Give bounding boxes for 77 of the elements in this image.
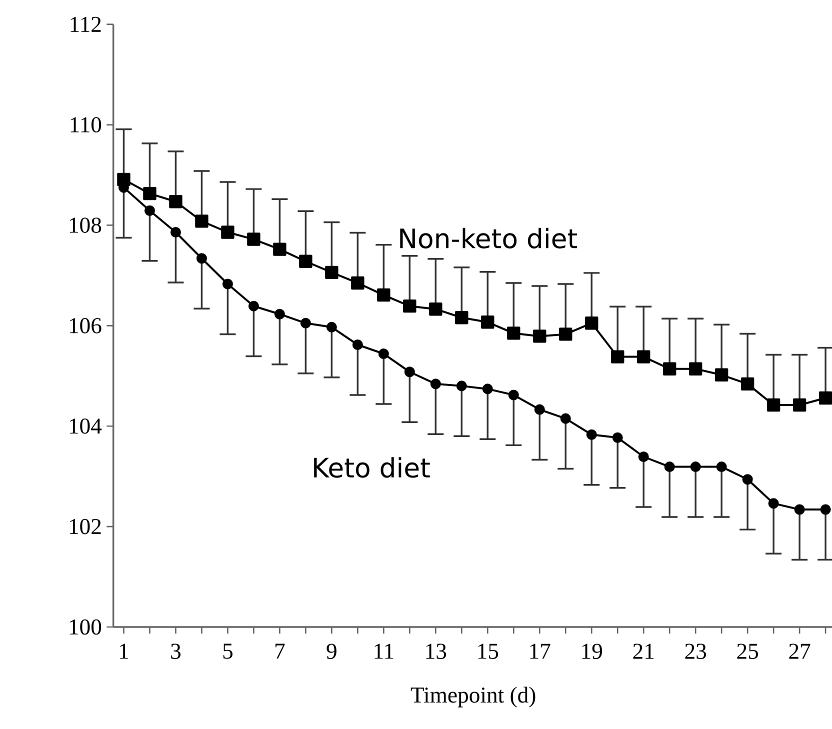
point bbox=[507, 326, 520, 340]
y-tick-label: 104 bbox=[70, 418, 102, 434]
point bbox=[326, 322, 337, 332]
point bbox=[820, 504, 831, 515]
point bbox=[688, 362, 702, 376]
point bbox=[482, 384, 493, 394]
point bbox=[352, 339, 363, 350]
point bbox=[430, 378, 441, 390]
y-tick-label: 100 bbox=[70, 619, 102, 635]
x-axis-title: Timepoint (d) bbox=[410, 686, 536, 708]
point bbox=[690, 462, 701, 472]
x-tick-label: 11 bbox=[374, 644, 394, 659]
point bbox=[586, 429, 597, 440]
point bbox=[638, 451, 649, 462]
point bbox=[559, 328, 572, 341]
x-tick-label: 17 bbox=[530, 644, 550, 659]
point bbox=[143, 186, 156, 200]
point bbox=[377, 288, 390, 302]
point bbox=[351, 276, 364, 290]
point bbox=[221, 226, 234, 239]
point bbox=[378, 348, 389, 360]
point bbox=[169, 195, 182, 208]
x-tick-label: 7 bbox=[276, 644, 285, 659]
point bbox=[636, 350, 650, 364]
x-tick-label: 5 bbox=[223, 644, 232, 659]
point bbox=[429, 302, 442, 316]
point bbox=[481, 316, 494, 329]
x-tick-label: 19 bbox=[582, 644, 602, 659]
point bbox=[274, 308, 285, 320]
x-tick-label: 25 bbox=[737, 644, 758, 659]
x-tick-label: 9 bbox=[326, 644, 336, 659]
point bbox=[196, 253, 207, 264]
point bbox=[247, 232, 260, 246]
point bbox=[456, 380, 467, 392]
point bbox=[792, 398, 806, 412]
point bbox=[455, 311, 468, 324]
point bbox=[742, 474, 753, 485]
point bbox=[403, 299, 416, 313]
y-tick-label: 102 bbox=[70, 518, 101, 534]
text: Keto diet bbox=[314, 457, 430, 478]
y-tick-label: 110 bbox=[70, 117, 102, 132]
point bbox=[740, 377, 754, 391]
point bbox=[794, 504, 805, 515]
point bbox=[299, 254, 312, 268]
point bbox=[766, 398, 780, 412]
x-tick-label: 21 bbox=[633, 644, 654, 659]
x-tick-label: 3 bbox=[171, 644, 181, 659]
point bbox=[768, 498, 779, 509]
point bbox=[325, 266, 338, 280]
x-tick-label: 27 bbox=[789, 644, 810, 659]
point bbox=[195, 214, 208, 228]
point bbox=[222, 278, 233, 290]
point bbox=[533, 330, 546, 343]
series-label: Non-keto diet bbox=[400, 228, 578, 248]
point bbox=[508, 390, 519, 400]
point bbox=[560, 413, 571, 424]
point bbox=[273, 242, 286, 256]
point bbox=[300, 318, 311, 328]
point bbox=[662, 362, 676, 376]
y-tick-label: 112 bbox=[70, 16, 101, 32]
x-tick-label: 13 bbox=[426, 644, 446, 659]
point bbox=[170, 226, 181, 238]
point bbox=[248, 300, 259, 312]
point bbox=[611, 350, 624, 364]
y-tick-label: 108 bbox=[70, 218, 102, 233]
point bbox=[664, 462, 675, 472]
point bbox=[612, 432, 623, 443]
y-tick-label: 106 bbox=[70, 318, 102, 334]
x-tick-label: 23 bbox=[685, 644, 706, 659]
point bbox=[404, 366, 415, 378]
x-tick-label: 15 bbox=[478, 644, 498, 659]
point bbox=[534, 404, 545, 415]
point bbox=[144, 205, 155, 216]
point bbox=[585, 316, 598, 330]
point bbox=[716, 462, 727, 472]
x-tick-label: 1 bbox=[120, 644, 128, 659]
point bbox=[714, 368, 728, 382]
